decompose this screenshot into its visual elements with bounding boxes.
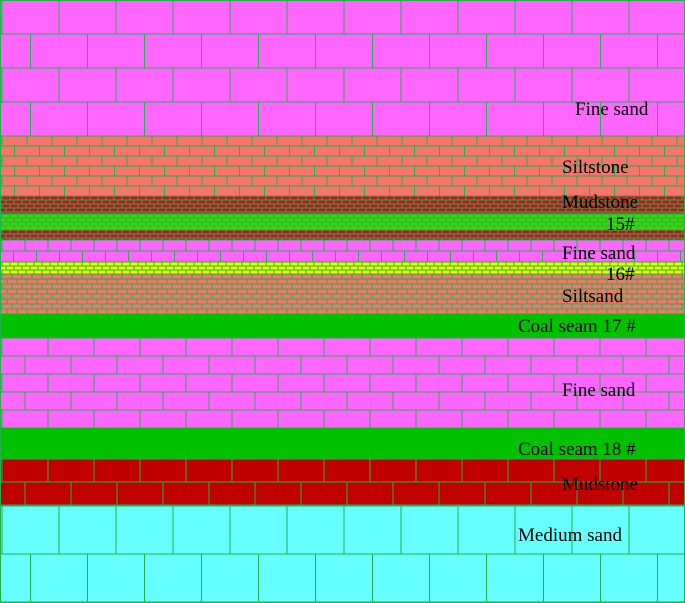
label-mudstone-lower: Mudstone [562,474,638,495]
label-fine-sand-middle: Fine sand [562,380,636,401]
brick-pattern-siltstone [0,135,685,197]
band-siltsand [0,273,685,315]
label-siltsand: Siltsand [562,286,624,307]
band-fill-mudstone-upper [0,230,685,240]
brick-pattern-coal-16 [0,261,685,275]
band-fill-fine-sand-middle [0,338,685,428]
label-siltstone: Siltstone [562,157,629,178]
band-fine-sand-top [0,0,685,137]
band-coal-seam-17 [0,314,685,338]
brick-pattern-siltsand [0,273,685,315]
band-fill-mudstone-upper [0,196,685,214]
brick-pattern-coal-15 [0,213,685,231]
band-mudstone-upper [0,229,685,240]
band-medium-sand [0,505,685,603]
label-fine-sand-thin: Fine sand [562,243,636,264]
band-coal-16 [0,261,685,275]
band-mudstone-lower [0,458,685,506]
brick-pattern-fine-sand-top [0,0,685,137]
strata-labels: Fine sand Siltstone Mudstone 15# Fine sa… [518,99,649,546]
label-coal-15: 15# [606,214,635,235]
band-siltstone [0,135,685,197]
label-coal-seam-17: Coal seam 17 # [518,316,636,337]
band-fill-coal-seam-18 [0,428,685,459]
band-fill-coal-seam-17 [0,314,685,338]
brick-pattern-mudstone-upper [0,229,685,240]
label-coal-seam-18: Coal seam 18 # [518,439,636,460]
band-fine-sand-thin [0,239,685,263]
band-coal-seam-18 [0,428,685,459]
brick-pattern-fine-sand-middle [0,337,685,429]
label-mudstone-upper: Mudstone [562,192,638,213]
band-coal-15 [0,213,685,231]
label-fine-sand-top: Fine sand [575,99,649,120]
brick-pattern-fine-sand-thin [0,239,685,263]
label-coal-16: 16# [606,264,635,285]
label-medium-sand: Medium sand [518,525,622,546]
brick-pattern-mudstone-upper [0,195,685,214]
band-fine-sand-middle [0,337,685,429]
band-mudstone-upper [0,195,685,214]
